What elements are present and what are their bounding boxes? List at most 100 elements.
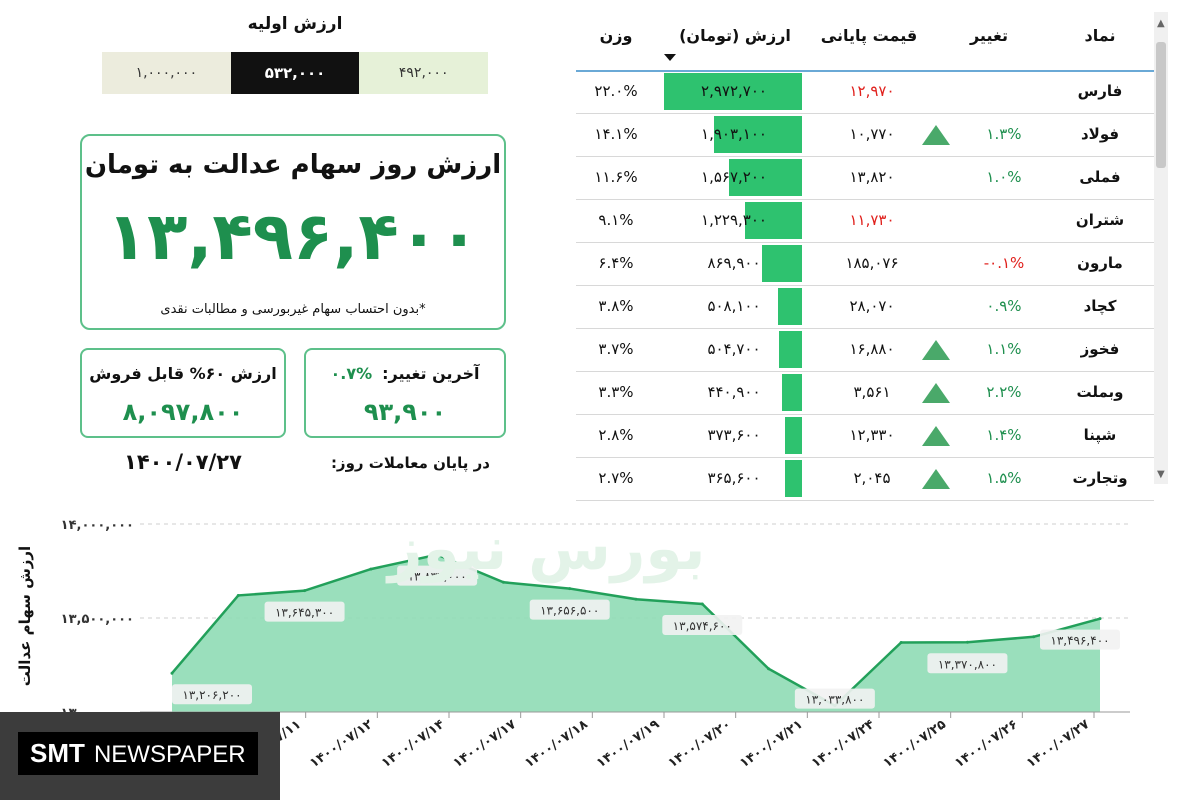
cell-weight: ۹.۱%: [598, 211, 634, 229]
cell-weight: ۲.۸%: [598, 426, 634, 444]
y-tick-label: ۱۳,۵۰۰,۰۰۰: [61, 612, 134, 627]
cell-change: ۱.۵%: [986, 469, 1022, 487]
data-point: [965, 640, 969, 644]
value-bar: [745, 202, 802, 239]
cell-symbol: فولاد: [1080, 125, 1120, 143]
cell-value: ۵۰۴,۷۰۰: [707, 340, 761, 358]
table-row[interactable]: فولاد ۱.۳% ۱۰,۷۷۰ ۱,۹۰۳,۱۰۰ ۱۴.۱%: [576, 113, 1154, 157]
initial-option-492000[interactable]: ۴۹۲,۰۰۰: [359, 52, 489, 94]
scrollbar-thumb[interactable]: [1156, 42, 1166, 168]
cell-price: ۱۸۵,۰۷۶: [845, 254, 899, 272]
table-row[interactable]: کچاد ۰.۹% ۲۸,۰۷۰ ۵۰۸,۱۰۰ ۳.۸%: [576, 285, 1154, 329]
table-row[interactable]: شپنا ۱.۴% ۱۲,۳۳۰ ۳۷۳,۶۰۰ ۲.۸%: [576, 414, 1154, 458]
table-row[interactable]: وتجارت ۱.۵% ۲,۰۴۵ ۳۶۵,۶۰۰ ۲.۷%: [576, 457, 1154, 501]
watermark: بورس نیوز: [388, 514, 706, 584]
cell-value: ۱,۵۶۷,۲۰۰: [701, 168, 767, 186]
brand-part1: SMT: [30, 738, 85, 768]
table-row[interactable]: فارس ۱۲,۹۷۰ ۲,۹۷۲,۷۰۰ ۲۲.۰%: [576, 70, 1154, 114]
scroll-down-icon[interactable]: ▼: [1157, 469, 1165, 480]
data-point: [303, 589, 307, 593]
cell-price: ۱۲,۳۳۰: [849, 426, 895, 444]
table-row[interactable]: فخوز ۱.۱% ۱۶,۸۸۰ ۵۰۴,۷۰۰ ۳.۷%: [576, 328, 1154, 372]
x-tick-label: ۱۴۰۰/۰۷/۱۲: [307, 717, 375, 771]
value-bar: [762, 245, 802, 282]
cell-symbol: مارون: [1077, 254, 1123, 272]
annotation-label: ۱۳,۳۷۰,۸۰۰: [938, 657, 997, 671]
initial-value-title: ارزش اولیه: [247, 14, 343, 34]
cell-symbol: وتجارت: [1072, 469, 1128, 487]
x-tick-label: ۱۴۰۰/۰۷/۲۵: [881, 717, 949, 771]
data-point: [767, 667, 771, 671]
x-tick-label: ۱۴۰۰/۰۷/۲۴: [809, 717, 877, 771]
sellable-value-card: ارزش ۶۰% قابل فروش ۸,۰۹۷,۸۰۰: [80, 348, 286, 438]
annotation-bg: [1040, 629, 1120, 650]
data-point: [634, 597, 638, 601]
sellable-value-label: ارزش ۶۰% قابل فروش: [89, 364, 277, 383]
cell-symbol: فارس: [1077, 82, 1123, 100]
up-arrow-icon: [922, 340, 950, 360]
cell-value: ۲,۹۷۲,۷۰۰: [701, 82, 767, 100]
cell-change: ۱.۳%: [986, 125, 1022, 143]
header-value[interactable]: ارزش (تومان): [679, 26, 791, 45]
header-symbol[interactable]: نماد: [1084, 26, 1116, 45]
cell-value: ۸۶۹,۹۰۰: [707, 254, 761, 272]
cell-price: ۲,۰۴۵: [853, 469, 891, 487]
table-row[interactable]: فملی ۱.۰% ۱۳,۸۲۰ ۱,۵۶۷,۲۰۰ ۱۱.۶%: [576, 156, 1154, 200]
y-tick-label: ۱۴,۰۰۰,۰۰۰: [61, 518, 134, 533]
holdings-table: نماد تغییر قیمت پایانی ارزش (تومان) وزن …: [576, 12, 1154, 501]
brand-text: SMT NEWSPAPER: [18, 732, 258, 775]
x-tick-label: ۱۴۰۰/۰۷/۱۴: [379, 717, 447, 771]
header-weight[interactable]: وزن: [599, 26, 633, 45]
sort-down-icon[interactable]: [664, 54, 676, 61]
y-axis-label: ارزش سهام عدالت: [16, 546, 34, 686]
data-point: [1098, 617, 1102, 621]
table-row[interactable]: وبملت ۲.۲% ۳,۵۶۱ ۴۴۰,۹۰۰ ۳.۳%: [576, 371, 1154, 415]
data-point: [700, 602, 704, 606]
data-point: [236, 593, 240, 597]
cell-price: ۱۱,۷۳۰: [849, 211, 895, 229]
area-fill: [172, 554, 1100, 712]
cell-price: ۱۳,۸۲۰: [849, 168, 895, 186]
value-bar: [729, 159, 802, 196]
cell-value: ۵۰۸,۱۰۰: [707, 297, 761, 315]
annotation-bg: [794, 688, 875, 709]
daily-value-card: ارزش روز سهام عدالت به تومان ۱۳,۴۹۶,۴۰۰ …: [80, 134, 506, 330]
annotation-label: ۱۳,۰۳۳,۸۰۰: [805, 693, 864, 707]
initial-option-532000[interactable]: ۵۳۲,۰۰۰: [230, 52, 360, 94]
x-tick-label: ۱۴۰۰/۰۷/۲۱: [737, 717, 805, 771]
daily-value-amount: ۱۳,۴۹۶,۴۰۰: [106, 198, 480, 275]
cell-value: ۱,۹۰۳,۱۰۰: [701, 125, 767, 143]
value-bar: [714, 116, 802, 153]
cell-change: ۱.۰%: [986, 168, 1022, 186]
cell-weight: ۳.۸%: [598, 297, 634, 315]
cell-price: ۱۶,۸۸۰: [849, 340, 895, 358]
annotation-bg: [529, 599, 610, 620]
table-row[interactable]: مارون -۰.۱% ۱۸۵,۰۷۶ ۸۶۹,۹۰۰ ۶.۴%: [576, 242, 1154, 286]
table-scrollbar[interactable]: ▲ ▼: [1154, 12, 1168, 484]
table-row[interactable]: شتران ۱۱,۷۳۰ ۱,۲۲۹,۳۰۰ ۹.۱%: [576, 199, 1154, 243]
initial-option-1000000[interactable]: ۱,۰۰۰,۰۰۰: [102, 52, 231, 94]
value-history-chart: بورس نیوز ۱۳,۰۰۰,۰۰۰۱۳,۵۰۰,۰۰۰۱۴,۰۰۰,۰۰۰…: [0, 496, 1200, 800]
scroll-up-icon[interactable]: ▲: [1157, 18, 1165, 29]
last-change-header: آخرین تغییر: %۰.۷: [306, 364, 504, 383]
annotation-label: ۱۳,۶۴۵,۳۰۰: [275, 606, 334, 620]
cell-value: ۴۴۰,۹۰۰: [707, 383, 761, 401]
annotation-label: ۱۳,۵۷۴,۶۰۰: [673, 619, 732, 633]
cell-price: ۲۸,۰۷۰: [849, 297, 895, 315]
annotation-label: ۱۳,۲۰۶,۲۰۰: [182, 688, 241, 702]
cell-symbol: کچاد: [1083, 297, 1117, 315]
cell-symbol: شتران: [1075, 211, 1125, 229]
initial-value-selector: ۱,۰۰۰,۰۰۰ ۵۳۲,۰۰۰ ۴۹۲,۰۰۰: [102, 52, 489, 94]
cell-weight: ۳.۳%: [598, 383, 634, 401]
cell-change: -۰.۱%: [983, 254, 1025, 272]
cell-weight: ۶.۴%: [598, 254, 634, 272]
x-tick-label: ۱۴۰۰/۰۷/۱۸: [522, 717, 590, 771]
brand-part2: NEWSPAPER: [93, 741, 246, 768]
header-price[interactable]: قیمت پایانی: [820, 26, 918, 45]
data-point: [501, 580, 505, 584]
annotation-label: ۱۳,۴۹۶,۴۰۰: [1050, 634, 1109, 648]
x-tick-label: ۱۴۰۰/۰۷/۲۰: [666, 717, 734, 771]
annotation-label: ۱۳,۸۳۷,۰۰۰: [408, 570, 467, 584]
header-change[interactable]: تغییر: [969, 26, 1009, 45]
x-tick-label: ۱۴۰۰/۰۷/۲۷: [1024, 717, 1092, 771]
